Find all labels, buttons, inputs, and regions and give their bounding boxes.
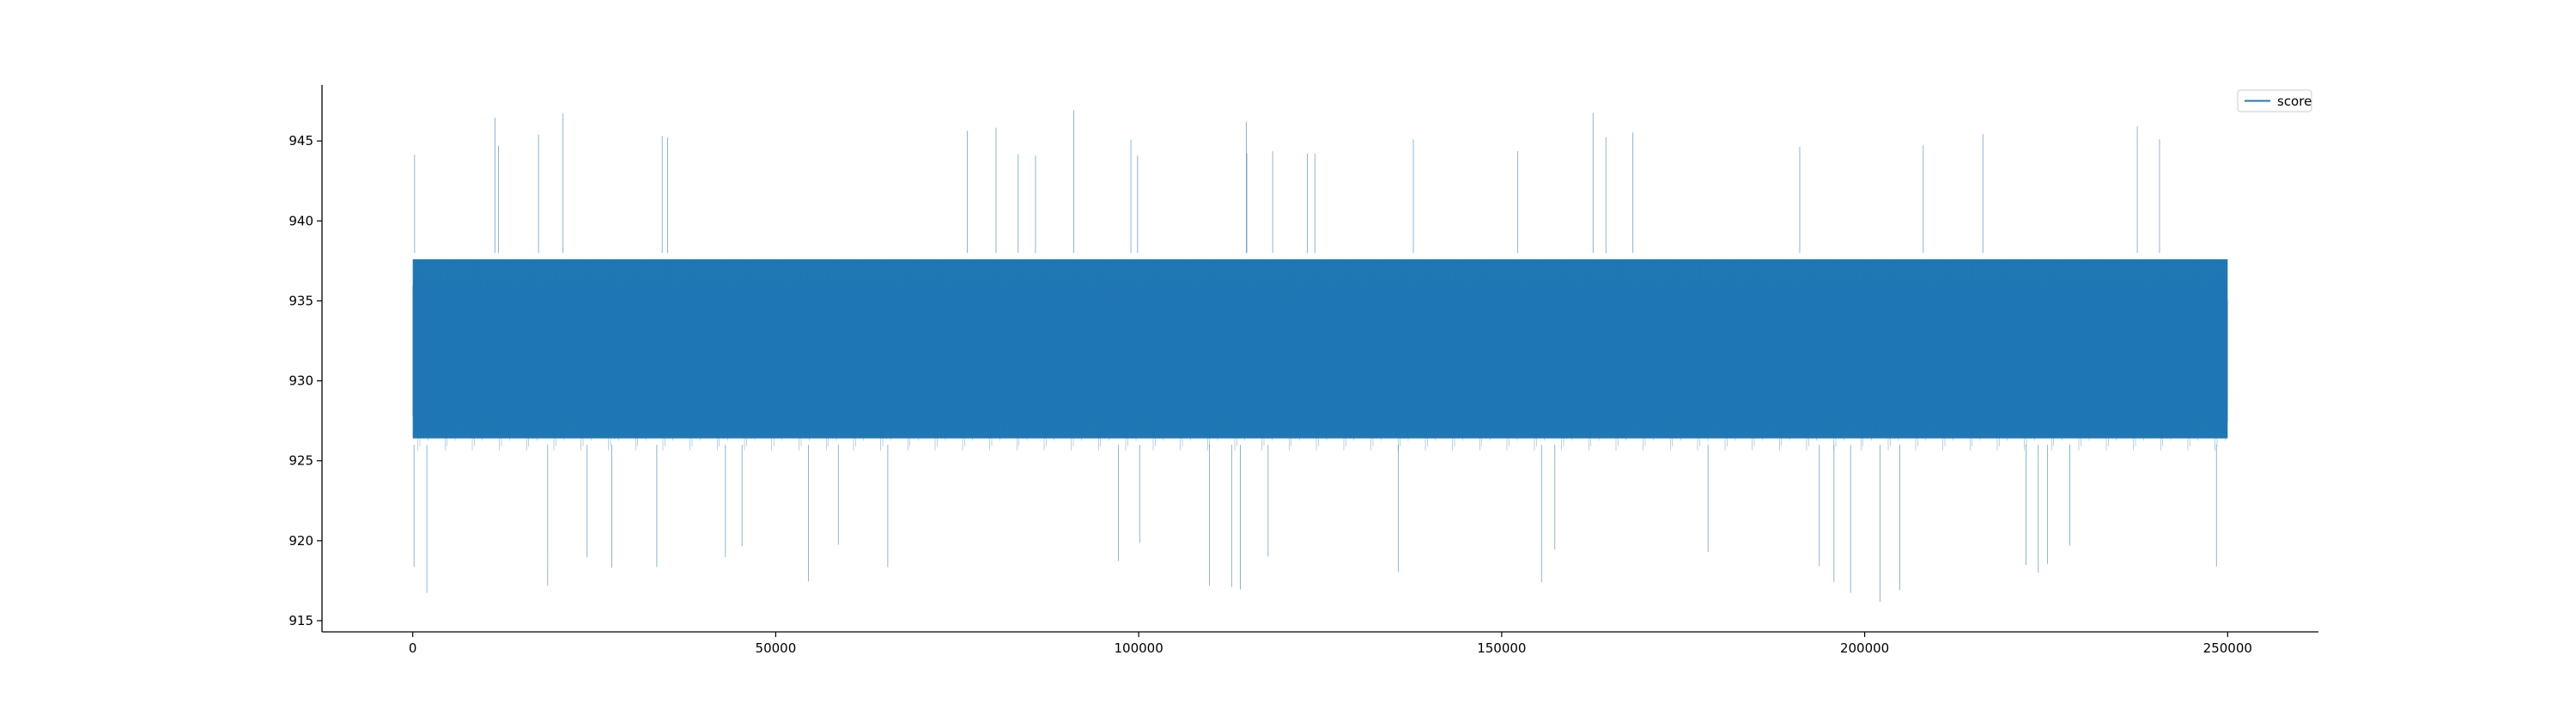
axes: 0 50000 100000 150000 200000 250000 915 920 925…	[289, 85, 2318, 656]
y-axis-ticks: 915 920 925 930 935 940 945	[289, 133, 322, 628]
x-tick-label: 250000	[2203, 640, 2252, 656]
x-tick-label: 200000	[1840, 640, 1889, 656]
x-tick-label: 100000	[1115, 640, 1163, 656]
y-tick-label: 920	[289, 533, 313, 549]
y-tick-label: 945	[289, 133, 313, 149]
x-tick-label: 50000	[756, 640, 797, 656]
y-tick-label: 940	[289, 213, 313, 228]
score-series-line	[412, 262, 2228, 451]
y-tick-label: 935	[289, 293, 313, 308]
legend-box	[2237, 89, 2312, 112]
legend: score	[2237, 89, 2312, 112]
plot-area	[412, 110, 2228, 603]
x-tick-label: 150000	[1477, 640, 1526, 656]
legend-label-score: score	[2277, 94, 2312, 109]
x-tick-label: 0	[409, 640, 417, 656]
y-tick-label: 915	[289, 613, 313, 628]
x-axis-ticks: 0 50000 100000 150000 200000 250000	[409, 632, 2252, 656]
score-series-spikes	[413, 110, 2217, 603]
y-tick-label: 930	[289, 373, 313, 389]
y-tick-label: 925	[289, 453, 313, 469]
